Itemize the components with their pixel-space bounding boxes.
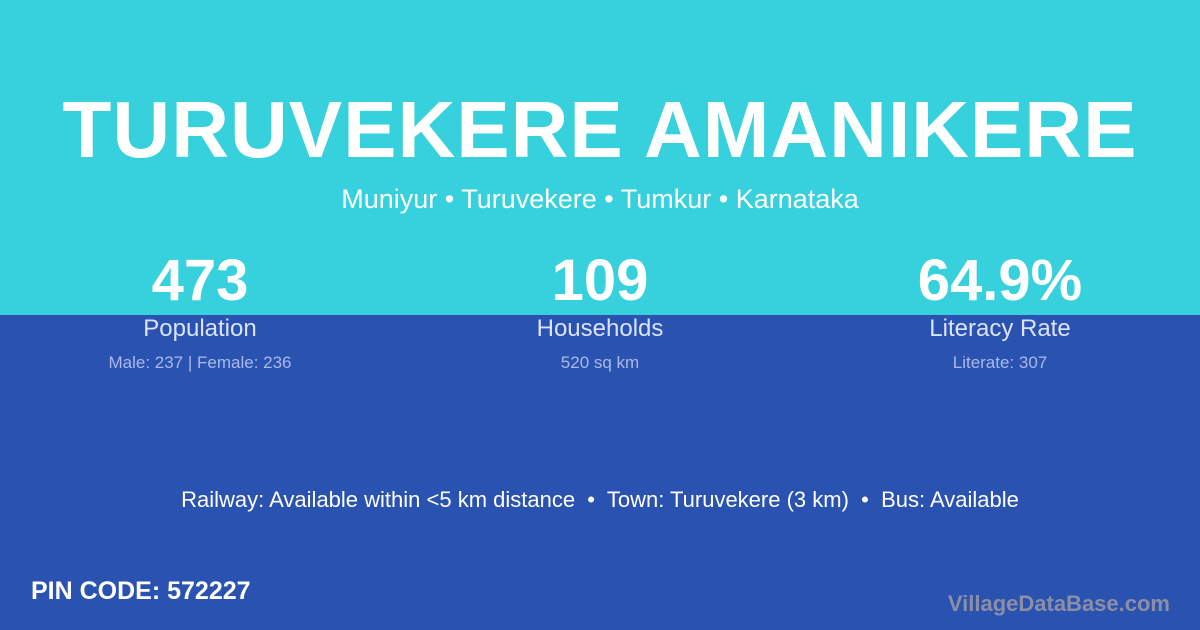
stat-label: Households (536, 315, 664, 342)
brand-watermark: VillageDataBase.com (947, 591, 1170, 616)
stat-literacy: 64.9% Literacy Rate Literate: 307 (800, 248, 1200, 374)
stat-label: Literacy Rate (929, 315, 1071, 342)
stat-population: 473 Population Male: 237 | Female: 236 (0, 248, 400, 374)
stats-band (0, 315, 1200, 630)
stat-value: 64.9% (917, 248, 1083, 313)
stat-value: 109 (551, 248, 649, 313)
stat-detail: Male: 237 | Female: 236 (108, 353, 292, 372)
stat-value: 473 (151, 248, 249, 313)
stat-label: Population (143, 315, 257, 342)
village-title: TURUVEKERE AMANIKERE (62, 85, 1138, 174)
header-band (0, 0, 1200, 315)
stat-households: 109 Households 520 sq km (400, 248, 800, 374)
stat-detail: Literate: 307 (952, 353, 1048, 372)
stat-detail: 520 sq km (560, 353, 640, 372)
facilities-line: Railway: Available within <5 km distance… (181, 487, 1019, 512)
location-breadcrumb: Muniyur • Turuvekere • Tumkur • Karnatak… (341, 184, 859, 214)
pin-code: PIN CODE: 572227 (31, 577, 251, 605)
